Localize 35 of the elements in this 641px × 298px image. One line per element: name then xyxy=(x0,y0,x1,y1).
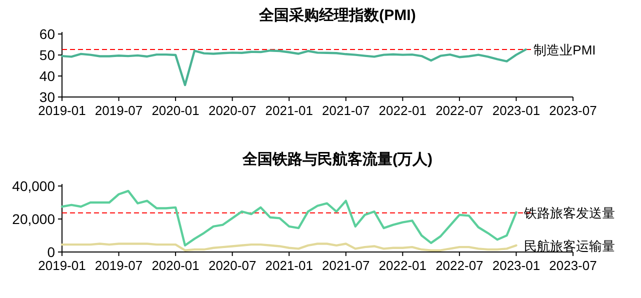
x-tick-label: 2022-01 xyxy=(378,258,427,273)
x-tick-label: 2023-01 xyxy=(492,103,540,118)
x-tick-label: 2019-01 xyxy=(38,103,86,118)
series-label: 民航旅客运输量 xyxy=(524,238,616,254)
x-tick-label: 2023-01 xyxy=(492,258,540,273)
series-label: 制造业PMI xyxy=(534,42,596,58)
y-tick-label: 20,000 xyxy=(12,211,56,227)
x-tick-label: 2023-07 xyxy=(549,258,597,273)
y-tick-label: 0 xyxy=(47,244,56,260)
x-tick-label: 2022-07 xyxy=(436,258,484,273)
x-tick-label: 2021-01 xyxy=(265,258,313,273)
line-series xyxy=(60,48,527,86)
x-tick-label: 2019-01 xyxy=(38,258,86,273)
line-series xyxy=(60,190,518,246)
y-tick-label: 30 xyxy=(39,89,56,105)
chart-title: 全国采购经理指数(PMI) xyxy=(258,7,416,24)
x-tick-label: 2019-07 xyxy=(94,103,143,118)
x-tick-label: 2023-07 xyxy=(549,103,597,118)
y-tick-label: 40 xyxy=(39,68,56,84)
chart-title: 全国铁路与民航客流量(万人) xyxy=(242,150,432,168)
x-tick-label: 2021-01 xyxy=(265,103,313,118)
x-tick-label: 2019-07 xyxy=(94,258,143,273)
line-series xyxy=(60,242,518,252)
x-tick-label: 2021-07 xyxy=(322,103,370,118)
x-tick-label: 2022-07 xyxy=(436,103,484,118)
x-tick-label: 2021-07 xyxy=(322,258,370,273)
x-tick-label: 2022-01 xyxy=(378,103,427,118)
x-tick-label: 2020-01 xyxy=(152,103,200,118)
series-label: 铁路旅客发送量 xyxy=(523,205,616,220)
x-tick-label: 2020-01 xyxy=(152,258,200,273)
x-tick-label: 2020-07 xyxy=(208,258,256,273)
y-tick-label: 50 xyxy=(39,47,56,63)
y-tick-label: 40,000 xyxy=(12,178,56,194)
y-tick-label: 60 xyxy=(39,26,56,42)
x-tick-label: 2020-07 xyxy=(208,103,256,118)
